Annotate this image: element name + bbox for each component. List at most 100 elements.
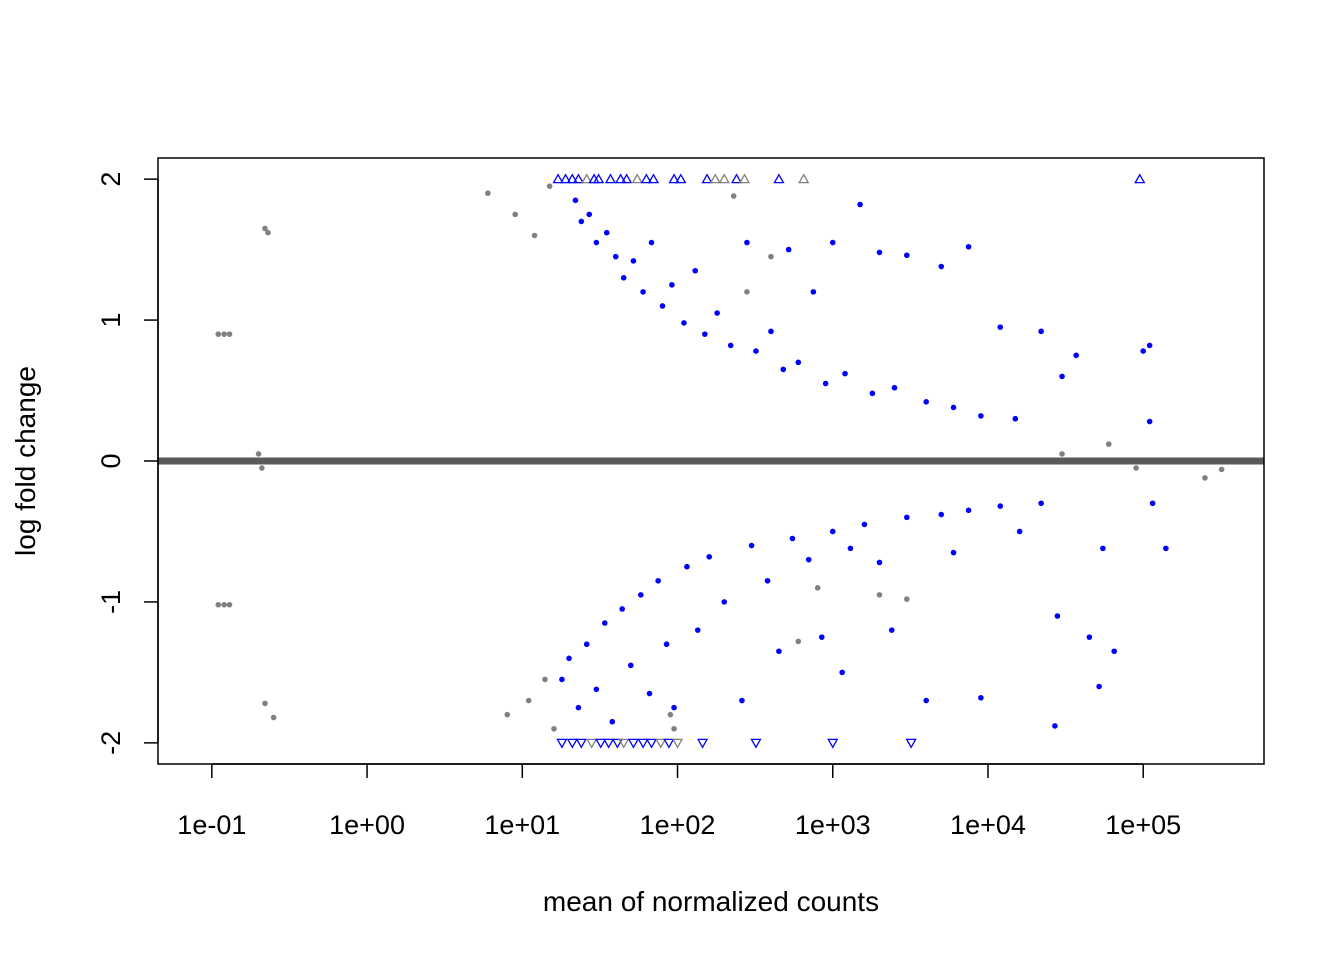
data-point bbox=[1059, 451, 1065, 457]
data-point bbox=[593, 686, 600, 693]
clipped-point-marker bbox=[615, 173, 627, 184]
data-point bbox=[601, 620, 608, 626]
clipped-point-marker bbox=[718, 173, 730, 184]
data-point bbox=[938, 263, 945, 270]
clipped-point-marker bbox=[566, 738, 578, 749]
data-point bbox=[531, 232, 538, 239]
data-point bbox=[1059, 373, 1065, 380]
data-point bbox=[1140, 348, 1147, 354]
clipped-point-marker bbox=[645, 738, 658, 749]
data-point bbox=[1073, 352, 1079, 359]
data-point bbox=[839, 669, 845, 676]
clipped-point-marker bbox=[709, 173, 721, 184]
data-point bbox=[226, 601, 233, 608]
clipped-point-marker bbox=[701, 173, 713, 184]
data-point bbox=[603, 229, 610, 236]
clipped-point-marker bbox=[575, 738, 587, 749]
data-point bbox=[659, 303, 666, 309]
data-point bbox=[997, 503, 1004, 509]
data-point bbox=[1218, 466, 1225, 473]
clipped-point-marker bbox=[618, 738, 630, 749]
data-point bbox=[559, 676, 565, 683]
data-point bbox=[805, 556, 812, 563]
data-point bbox=[694, 627, 701, 633]
data-point bbox=[978, 694, 984, 701]
data-point bbox=[572, 197, 579, 204]
data-point bbox=[847, 545, 854, 552]
data-point bbox=[938, 511, 945, 518]
clipped-point-marker bbox=[730, 173, 743, 184]
data-point bbox=[262, 700, 268, 707]
data-point bbox=[640, 289, 646, 295]
data-point bbox=[215, 331, 222, 337]
clipped-point-marker bbox=[552, 173, 564, 184]
data-point bbox=[655, 577, 661, 584]
x-axis-label: mean of normalized counts bbox=[543, 886, 879, 917]
data-point bbox=[627, 662, 634, 669]
data-point bbox=[525, 697, 532, 704]
y-tick-label: 1 bbox=[96, 313, 126, 328]
data-point bbox=[583, 641, 590, 648]
data-point bbox=[965, 507, 972, 514]
clipped-point-marker bbox=[611, 738, 624, 749]
clipped-point-marker bbox=[586, 738, 598, 749]
data-point bbox=[1111, 648, 1117, 655]
data-point bbox=[727, 342, 734, 349]
data-point bbox=[753, 348, 759, 354]
data-point bbox=[744, 289, 750, 295]
data-point bbox=[1054, 613, 1061, 619]
data-point bbox=[630, 258, 637, 264]
data-point bbox=[891, 384, 898, 391]
data-point bbox=[950, 404, 957, 411]
data-point bbox=[818, 634, 825, 640]
data-point bbox=[795, 359, 802, 366]
data-point bbox=[619, 606, 625, 612]
data-point bbox=[265, 229, 271, 236]
data-point bbox=[612, 253, 619, 260]
clipped-point-marker bbox=[559, 173, 572, 184]
data-point bbox=[965, 243, 972, 250]
clipped-point-marker bbox=[581, 173, 593, 184]
data-point bbox=[768, 328, 774, 335]
data-point bbox=[714, 310, 720, 316]
data-point bbox=[671, 704, 677, 711]
clipped-point-marker bbox=[738, 173, 751, 184]
data-point bbox=[1105, 441, 1112, 447]
clipped-point-marker bbox=[696, 738, 709, 749]
clipped-point-marker bbox=[637, 738, 649, 749]
clipped-points bbox=[552, 173, 1146, 749]
data-point bbox=[1202, 475, 1208, 481]
data-point bbox=[692, 267, 699, 274]
clipped-point-marker bbox=[621, 173, 633, 184]
data-point bbox=[923, 697, 930, 704]
data-point bbox=[1163, 545, 1169, 552]
data-point bbox=[504, 711, 511, 718]
x-tick-label: 1e+00 bbox=[329, 810, 405, 840]
clipped-point-marker bbox=[750, 738, 762, 749]
data-point bbox=[566, 655, 572, 662]
data-point bbox=[702, 331, 708, 337]
data-point bbox=[586, 211, 593, 218]
clipped-point-marker bbox=[603, 738, 615, 749]
clipped-point-marker bbox=[556, 738, 568, 749]
data-point bbox=[706, 554, 713, 560]
data-point bbox=[748, 542, 755, 549]
data-point bbox=[810, 289, 817, 295]
data-point bbox=[768, 253, 774, 260]
data-point bbox=[1038, 500, 1044, 507]
data-point bbox=[671, 725, 677, 732]
x-tick-label: 1e-01 bbox=[177, 810, 246, 840]
data-points bbox=[215, 183, 1225, 732]
data-point bbox=[785, 246, 792, 253]
data-point bbox=[876, 559, 883, 566]
x-tick-label: 1e+04 bbox=[950, 810, 1026, 840]
data-point bbox=[684, 563, 690, 570]
data-point bbox=[789, 535, 796, 542]
clipped-point-marker bbox=[631, 173, 643, 184]
clipped-point-marker bbox=[668, 173, 680, 184]
data-point bbox=[1133, 465, 1139, 471]
clipped-point-marker bbox=[773, 173, 785, 184]
y-axis: -2 -1 0 1 2 bbox=[96, 172, 159, 755]
data-point bbox=[904, 596, 910, 602]
